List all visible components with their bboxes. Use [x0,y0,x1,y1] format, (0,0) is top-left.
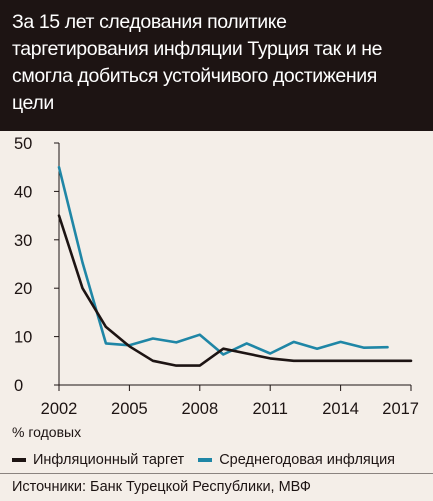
x-axis: 2002 2005 2008 2011 2014 2017 [41,385,419,418]
x-tick-label: 2002 [41,400,78,418]
x-tick-label: 2014 [322,400,359,418]
y-axis: 0 10 20 30 40 50 [14,135,59,395]
x-tick-label: 2005 [111,400,148,418]
legend: Инфляционный таргет Среднегодовая инфляц… [12,452,409,468]
title-banner: За 15 лет следования политике таргетиров… [0,0,433,131]
legend-swatch-target [12,458,26,462]
y-tick-label: 0 [14,377,23,395]
y-tick-label: 30 [14,232,32,250]
series-line-inflation [59,167,388,354]
legend-item-inflation: Среднегодовая инфляция [198,452,395,468]
unit-label: % годовых [12,424,81,440]
y-tick-label: 20 [14,280,32,298]
legend-swatch-inflation [198,458,212,462]
y-tick-label: 50 [14,135,32,153]
y-tick-label: 10 [14,329,32,347]
x-tick-label: 2008 [181,400,218,418]
x-tick-label: 2011 [252,400,287,418]
legend-item-target: Инфляционный таргет [12,452,184,468]
source-text: Источники: Банк Турецкой Республики, МВФ [12,479,311,495]
source-footer: Источники: Банк Турецкой Республики, МВФ [0,473,433,501]
series-layer [59,167,411,365]
x-tick-label: 2017 [382,400,419,418]
chart-title: За 15 лет следования политике таргетиров… [12,9,422,117]
legend-label-inflation: Среднегодовая инфляция [219,452,395,468]
line-chart: 0 10 20 30 40 50 2002 2005 2008 2011 2014 2017 [0,131,433,424]
legend-label-target: Инфляционный таргет [33,452,184,468]
y-tick-label: 40 [14,183,32,201]
